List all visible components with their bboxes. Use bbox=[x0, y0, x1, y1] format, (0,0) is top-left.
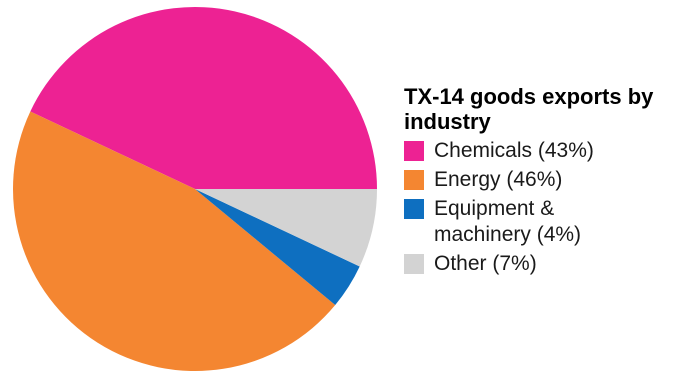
pie-slice-equipment-machinery bbox=[195, 189, 360, 306]
legend: TX-14 goods exports by industry Chemical… bbox=[404, 84, 672, 277]
legend-item-equipment-machinery: Equipment & machinery (4%) bbox=[404, 196, 672, 248]
legend-item-chemicals: Chemicals (43%) bbox=[404, 138, 672, 164]
legend-swatch-other bbox=[404, 254, 424, 274]
legend-label-equipment-machinery: Equipment & machinery (4%) bbox=[434, 197, 582, 246]
legend-item-other: Other (7%) bbox=[404, 251, 672, 277]
pie-slice-other bbox=[195, 189, 377, 267]
legend-swatch-energy bbox=[404, 170, 424, 190]
legend-label-energy: Energy (46%) bbox=[434, 168, 563, 191]
pie-chart bbox=[13, 6, 377, 371]
pie-slice-energy bbox=[13, 111, 336, 371]
legend-title: TX-14 goods exports by industry bbox=[404, 84, 654, 134]
pie-slice-chemicals bbox=[30, 6, 377, 190]
legend-label-chemicals: Chemicals (43%) bbox=[434, 139, 594, 162]
legend-swatch-chemicals bbox=[404, 141, 424, 161]
legend-swatch-equipment-machinery bbox=[404, 199, 424, 219]
legend-item-energy: Energy (46%) bbox=[404, 167, 672, 193]
legend-label-other: Other (7%) bbox=[434, 252, 537, 275]
